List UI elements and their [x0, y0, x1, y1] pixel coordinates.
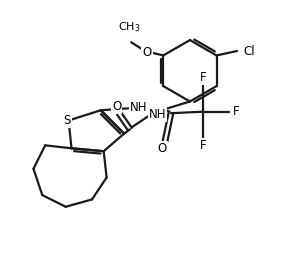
Text: F: F: [200, 140, 207, 152]
Text: Cl: Cl: [243, 45, 255, 57]
Text: O: O: [112, 100, 121, 113]
Text: O: O: [158, 142, 167, 155]
Text: NH: NH: [149, 108, 167, 121]
Text: CH$_3$: CH$_3$: [118, 20, 140, 34]
Text: NH: NH: [130, 101, 148, 114]
Text: O: O: [142, 46, 152, 59]
Text: S: S: [63, 114, 71, 127]
Text: F: F: [232, 105, 239, 118]
Text: F: F: [200, 71, 207, 84]
